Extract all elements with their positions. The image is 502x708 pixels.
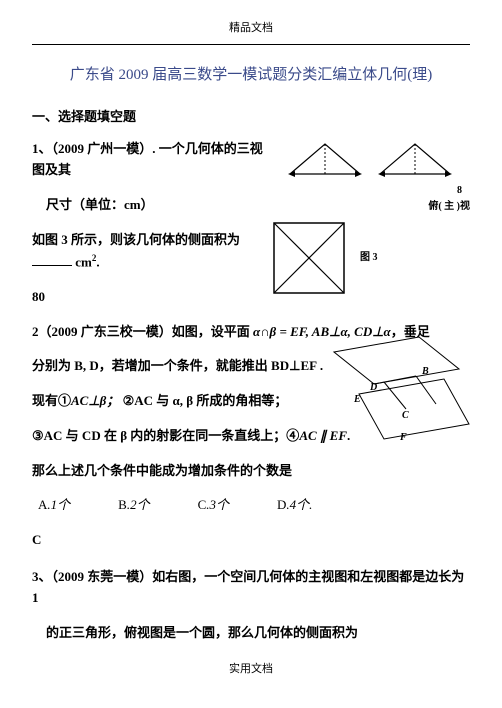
q2-lbl-E: E: [353, 394, 361, 405]
q2-lbl-D: D: [369, 382, 377, 393]
q2-figure-icon: B D E C F: [324, 334, 474, 444]
page-title: 广东省 2009 届高三数学一模试题分类汇编立体几何(理): [32, 63, 470, 87]
q2-cond1-b: ②AC 与 α, β 所成的角相等；: [123, 393, 288, 408]
choice-a: AA.1个.1个: [38, 495, 70, 516]
q1-fig-caption-front: 俯( 主 )视: [428, 199, 470, 215]
q1-answer: 80: [32, 287, 270, 308]
footer-label: 实用文档: [32, 661, 470, 679]
q3-line2: 的正三角形，俯视图是一个圆，那么几何体的侧面积为: [32, 623, 470, 644]
q2-choices: AA.1个.1个 B.2个 C.3个 D.4个.: [38, 495, 470, 516]
top-rule: [32, 44, 470, 45]
choice-b: B.2个: [118, 495, 149, 516]
q2-block: 2（2009 广东三校一模）如图，设平面 α∩β = EF, AB⊥α, CD⊥…: [32, 322, 470, 482]
q1-line2: 尺寸（单位：cm）: [32, 195, 270, 216]
choice-d: D.4个.: [277, 495, 312, 516]
q1-line3-b: cm: [75, 254, 92, 269]
q1-line3: 如图 3 所示，则该几何体的侧面积为 cm2.: [32, 230, 270, 273]
q1-fig-caption-side: 图 3: [360, 250, 378, 266]
q2-line2-text: 分别为 B, D，若增加一个条件，就能推出 BD⊥EF .: [32, 358, 323, 373]
q1-figures: 8 俯( 主 )视 图 3: [270, 139, 470, 297]
q3-line1: 3、（2009 东莞一模）如右图，一个空间几何体的主视图和左视图都是边长为 1: [32, 567, 470, 609]
q2-lbl-B: B: [421, 366, 429, 377]
q1-block: 1、（2009 广州一模）. 一个几何体的三视图及其 尺寸（单位：cm） 如图 …: [32, 139, 470, 321]
q1-fig-b: 8: [457, 185, 462, 196]
triangle-side-icon: [375, 139, 455, 181]
square-fig-icon: [270, 219, 348, 297]
q2-lbl-C: C: [402, 410, 409, 421]
q2-cond1-prefix: 现有①: [32, 393, 71, 408]
choice-c: C.3个: [198, 495, 229, 516]
q1-line3-c: .: [96, 254, 99, 269]
q2-answer: C: [32, 530, 470, 551]
q2-lbl-F: F: [399, 432, 407, 443]
q2-cond3-a: ③AC 与 CD 在 β 内的射影在同一条直线上；④: [32, 428, 299, 443]
q2-cond1-a: AC⊥β；: [71, 393, 119, 408]
q1-line1: 1、（2009 广州一模）. 一个几何体的三视图及其: [32, 139, 270, 181]
q1-line3-a: 如图 3 所示，则该几何体的侧面积为: [32, 232, 240, 247]
q2-stem-a: 2（2009 广东三校一模）如图，设平面: [32, 324, 250, 339]
triangle-front-icon: [285, 139, 365, 181]
top-header-label: 精品文档: [32, 20, 470, 38]
q2-question: 那么上述几个条件中能成为增加条件的个数是: [32, 461, 470, 482]
section-heading: 一、选择题填空题: [32, 107, 470, 128]
blank-field: [32, 254, 72, 266]
